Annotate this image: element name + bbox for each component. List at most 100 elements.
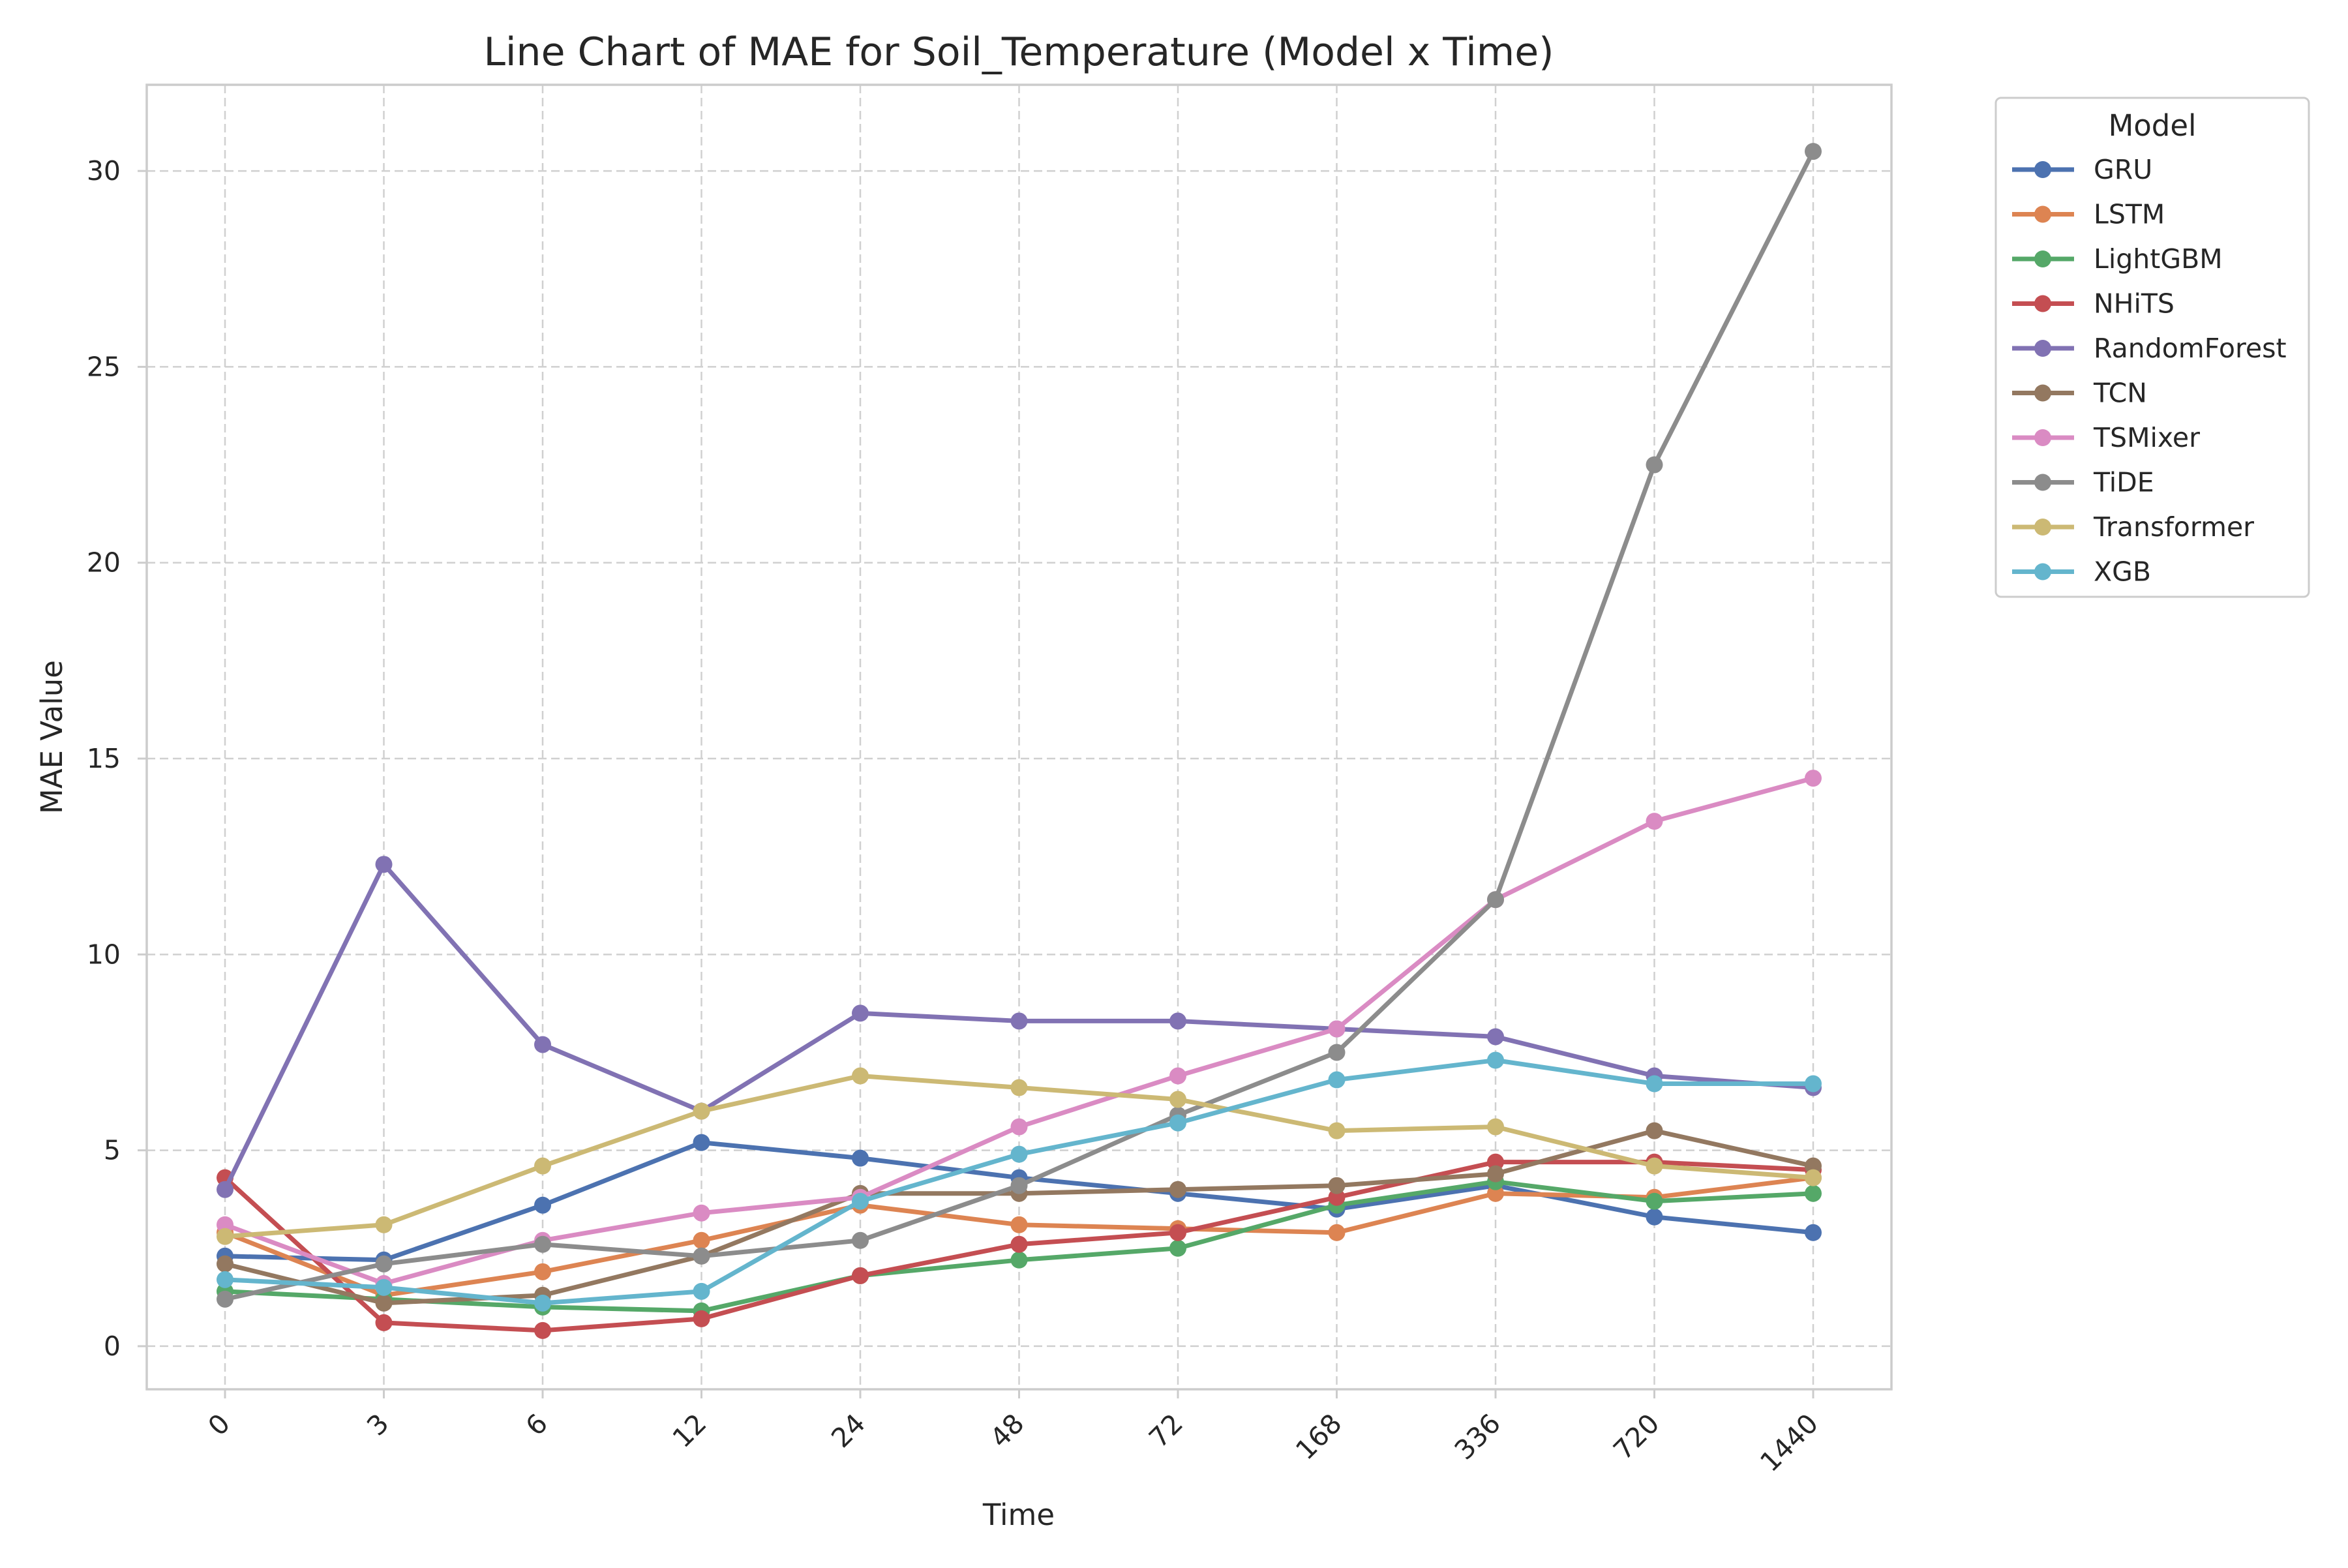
data-point-nhits <box>1487 1153 1504 1171</box>
legend-label-tsmixer: TSMixer <box>2093 422 2200 453</box>
legend-item-nhits: NHiTS <box>2012 288 2175 320</box>
data-point-tsmixer <box>217 1216 233 1233</box>
data-point-randomforest <box>1010 1012 1028 1030</box>
data-point-tcn <box>1805 1157 1822 1175</box>
data-point-lstm <box>1328 1224 1346 1241</box>
legend-label-lightgbm: LightGBM <box>2094 243 2223 275</box>
data-point-lstm <box>1010 1216 1028 1233</box>
data-point-randomforest <box>375 856 393 873</box>
data-point-nhits <box>1328 1188 1346 1206</box>
data-point-tcn <box>217 1255 233 1273</box>
series-lines <box>217 143 1822 1339</box>
data-point-tide <box>852 1231 869 1249</box>
data-point-tsmixer <box>693 1204 710 1222</box>
data-point-xgb <box>1646 1075 1663 1093</box>
data-point-transformer <box>1646 1157 1663 1175</box>
data-point-nhits <box>1169 1224 1186 1241</box>
series-transformer <box>217 1067 1822 1245</box>
data-point-lstm <box>534 1263 551 1280</box>
data-point-xgb <box>534 1294 551 1312</box>
data-point-nhits <box>375 1314 393 1331</box>
data-point-randomforest <box>1169 1012 1186 1030</box>
data-point-lightgbm <box>1169 1239 1186 1257</box>
legend-marker-tide <box>2034 474 2051 491</box>
legend-item-tide: TiDE <box>2012 467 2154 498</box>
y-tick-label: 30 <box>87 155 121 187</box>
legend-item-xgb: XGB <box>2012 556 2151 588</box>
legend-item-tcn: TCN <box>2012 378 2147 409</box>
data-point-tide <box>693 1247 710 1265</box>
data-point-transformer <box>1805 1169 1822 1186</box>
data-point-tsmixer <box>1169 1067 1186 1085</box>
legend-marker-lstm <box>2034 205 2051 223</box>
series-tsmixer <box>217 770 1822 1292</box>
legend-label-transformer: Transformer <box>2093 511 2254 543</box>
x-axis-label: Time <box>982 1498 1055 1532</box>
data-point-xgb <box>852 1192 869 1210</box>
data-point-xgb <box>1010 1145 1028 1163</box>
data-point-tide <box>1010 1177 1028 1194</box>
legend-label-tcn: TCN <box>2093 378 2147 409</box>
legend-item-transformer: Transformer <box>2012 511 2254 543</box>
legend-label-tide: TiDE <box>2093 467 2154 498</box>
data-point-lightgbm <box>1646 1192 1663 1210</box>
data-point-lightgbm <box>1805 1184 1822 1202</box>
data-point-tide <box>1487 891 1504 909</box>
data-point-transformer <box>1328 1122 1346 1139</box>
legend-marker-transformer <box>2034 519 2051 535</box>
legend-title: Model <box>2108 108 2196 143</box>
data-point-tsmixer <box>1328 1020 1346 1038</box>
data-point-transformer <box>217 1228 233 1245</box>
y-tick-label: 20 <box>87 547 121 579</box>
legend-label-gru: GRU <box>2094 154 2152 185</box>
legend-label-randomforest: RandomForest <box>2094 333 2287 364</box>
data-point-tsmixer <box>1805 770 1822 787</box>
legend-item-randomforest: RandomForest <box>2012 333 2287 364</box>
data-point-tsmixer <box>1010 1118 1028 1136</box>
legend-marker-lightgbm <box>2034 250 2051 267</box>
data-point-tide <box>375 1255 393 1273</box>
data-point-tcn <box>375 1294 393 1312</box>
data-point-randomforest <box>1487 1028 1504 1046</box>
data-point-xgb <box>1169 1114 1186 1132</box>
legend-marker-randomforest <box>2034 340 2051 357</box>
data-point-nhits <box>852 1267 869 1284</box>
data-point-transformer <box>693 1102 710 1120</box>
legend-marker-nhits <box>2034 295 2051 312</box>
y-tick-label: 0 <box>104 1331 121 1362</box>
data-point-transformer <box>375 1216 393 1233</box>
data-point-lstm <box>693 1231 710 1249</box>
legend-item-lightgbm: LightGBM <box>2012 243 2223 275</box>
data-point-transformer <box>1010 1079 1028 1096</box>
legend-label-xgb: XGB <box>2094 556 2151 588</box>
y-tick-label: 25 <box>87 351 121 382</box>
data-point-tcn <box>1328 1177 1346 1194</box>
data-point-gru <box>534 1196 551 1214</box>
data-point-tsmixer <box>1646 813 1663 830</box>
data-point-randomforest <box>852 1004 869 1022</box>
legend-marker-tsmixer <box>2034 429 2051 446</box>
data-point-tide <box>1805 143 1822 160</box>
data-point-gru <box>1646 1208 1663 1226</box>
legend-marker-gru <box>2034 161 2051 178</box>
y-axis-label: MAE Value <box>35 660 69 814</box>
legend-label-lstm: LSTM <box>2094 199 2165 230</box>
legend-label-nhits: NHiTS <box>2094 288 2175 320</box>
y-axis-ticks: 0 5 10 15 20 25 30 <box>87 155 147 1362</box>
legend-item-tsmixer: TSMixer <box>2012 422 2200 453</box>
data-point-tcn <box>1487 1165 1504 1183</box>
data-point-tide <box>1328 1044 1346 1061</box>
data-point-randomforest <box>534 1036 551 1053</box>
data-point-gru <box>1805 1224 1822 1241</box>
data-point-tcn <box>1169 1181 1186 1198</box>
data-point-xgb <box>217 1271 233 1288</box>
legend-box <box>1994 97 2310 598</box>
data-point-xgb <box>1805 1075 1822 1093</box>
data-point-lightgbm <box>1010 1251 1028 1269</box>
legend-item-lstm: LSTM <box>2012 199 2165 230</box>
data-point-gru <box>693 1134 710 1151</box>
data-point-tide <box>217 1290 233 1308</box>
data-point-tcn <box>1646 1122 1663 1139</box>
legend-item-gru: GRU <box>2012 154 2152 185</box>
